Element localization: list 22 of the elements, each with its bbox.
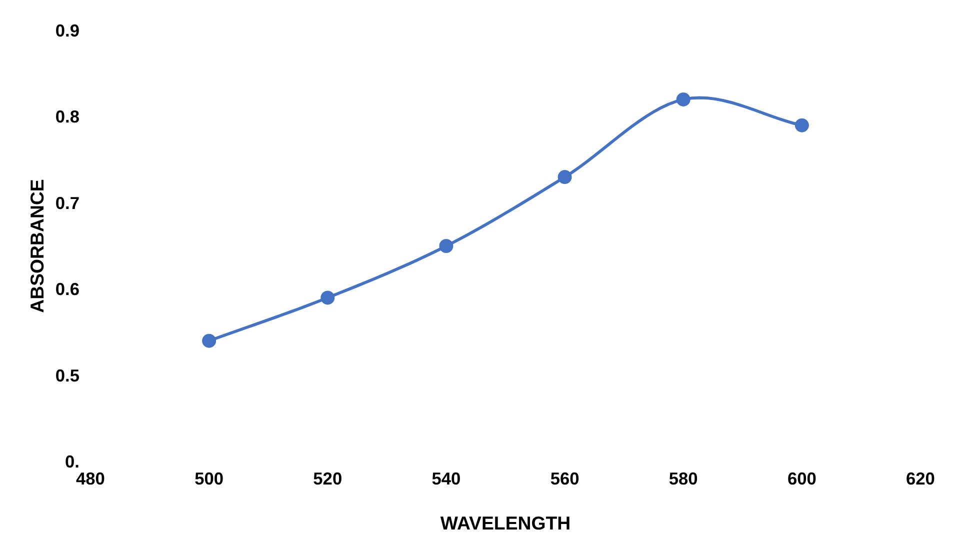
y-tick-label: 0.7 — [55, 192, 80, 213]
point — [439, 239, 454, 253]
x-tick-label: 580 — [668, 468, 698, 488]
y-axis-title: ABSORBANCE — [26, 179, 48, 313]
y-tick-label: 0. — [65, 452, 80, 472]
point — [320, 290, 335, 305]
x-tick-label: 480 — [76, 468, 105, 488]
y-tick-label: 0.6 — [55, 279, 80, 300]
x-tick-label: 620 — [906, 468, 935, 488]
x-tick-label: 600 — [787, 468, 816, 488]
x-axis-title: WAVELENGTH — [440, 512, 571, 534]
point — [794, 118, 809, 132]
x-tick-label: 560 — [550, 468, 580, 488]
point — [202, 334, 216, 348]
point — [558, 170, 572, 184]
y-tick-label: 0.5 — [55, 365, 80, 386]
x-tick-label: 520 — [313, 468, 342, 488]
point — [676, 92, 690, 106]
x-tick-label: 540 — [432, 468, 461, 488]
x-tick-label: 500 — [194, 468, 224, 488]
y-tick-label: 0.8 — [55, 106, 80, 127]
y-tick-label: 0.9 — [55, 20, 80, 40]
